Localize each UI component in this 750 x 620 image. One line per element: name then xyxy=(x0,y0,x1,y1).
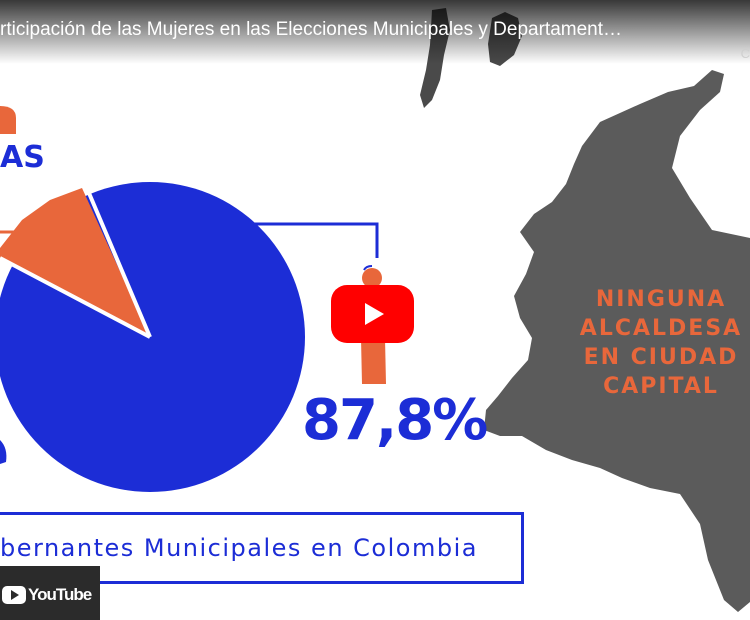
map-annotation-line: NINGUNA xyxy=(595,287,727,312)
partial-blue-mark xyxy=(0,440,7,464)
person-figure xyxy=(0,106,16,134)
map-annotation-line: EN CIUDAD xyxy=(583,345,739,370)
map-annotation-line: CAPITAL xyxy=(603,374,719,399)
pie-slice-separator xyxy=(84,185,152,338)
map-annotation: NINGUNA ALCALDESA EN CIUDAD CAPITAL xyxy=(556,285,750,401)
person-figure-head xyxy=(362,268,382,288)
pie-slice-separator xyxy=(0,256,151,339)
percentage-label: 87,8% xyxy=(302,388,488,453)
colombia-map xyxy=(484,70,750,612)
leader-line xyxy=(236,222,379,258)
pie-slice-minority xyxy=(0,188,150,337)
top-right-label: C xyxy=(740,46,750,61)
video-title[interactable]: rticipación de las Mujeres en las Elecci… xyxy=(0,19,623,40)
person-figure-shadow xyxy=(363,265,373,271)
partial-heading: AS xyxy=(0,140,45,175)
play-icon xyxy=(365,303,384,325)
caption-text: bernantes Municipales en Colombia xyxy=(0,534,478,562)
youtube-watermark[interactable]: YouTube xyxy=(0,566,100,620)
map-annotation-line: ALCALDESA xyxy=(579,316,743,341)
youtube-logo-icon xyxy=(2,586,26,604)
youtube-wordmark: YouTube xyxy=(28,585,92,604)
title-bar xyxy=(0,0,750,64)
play-button[interactable] xyxy=(331,285,414,343)
